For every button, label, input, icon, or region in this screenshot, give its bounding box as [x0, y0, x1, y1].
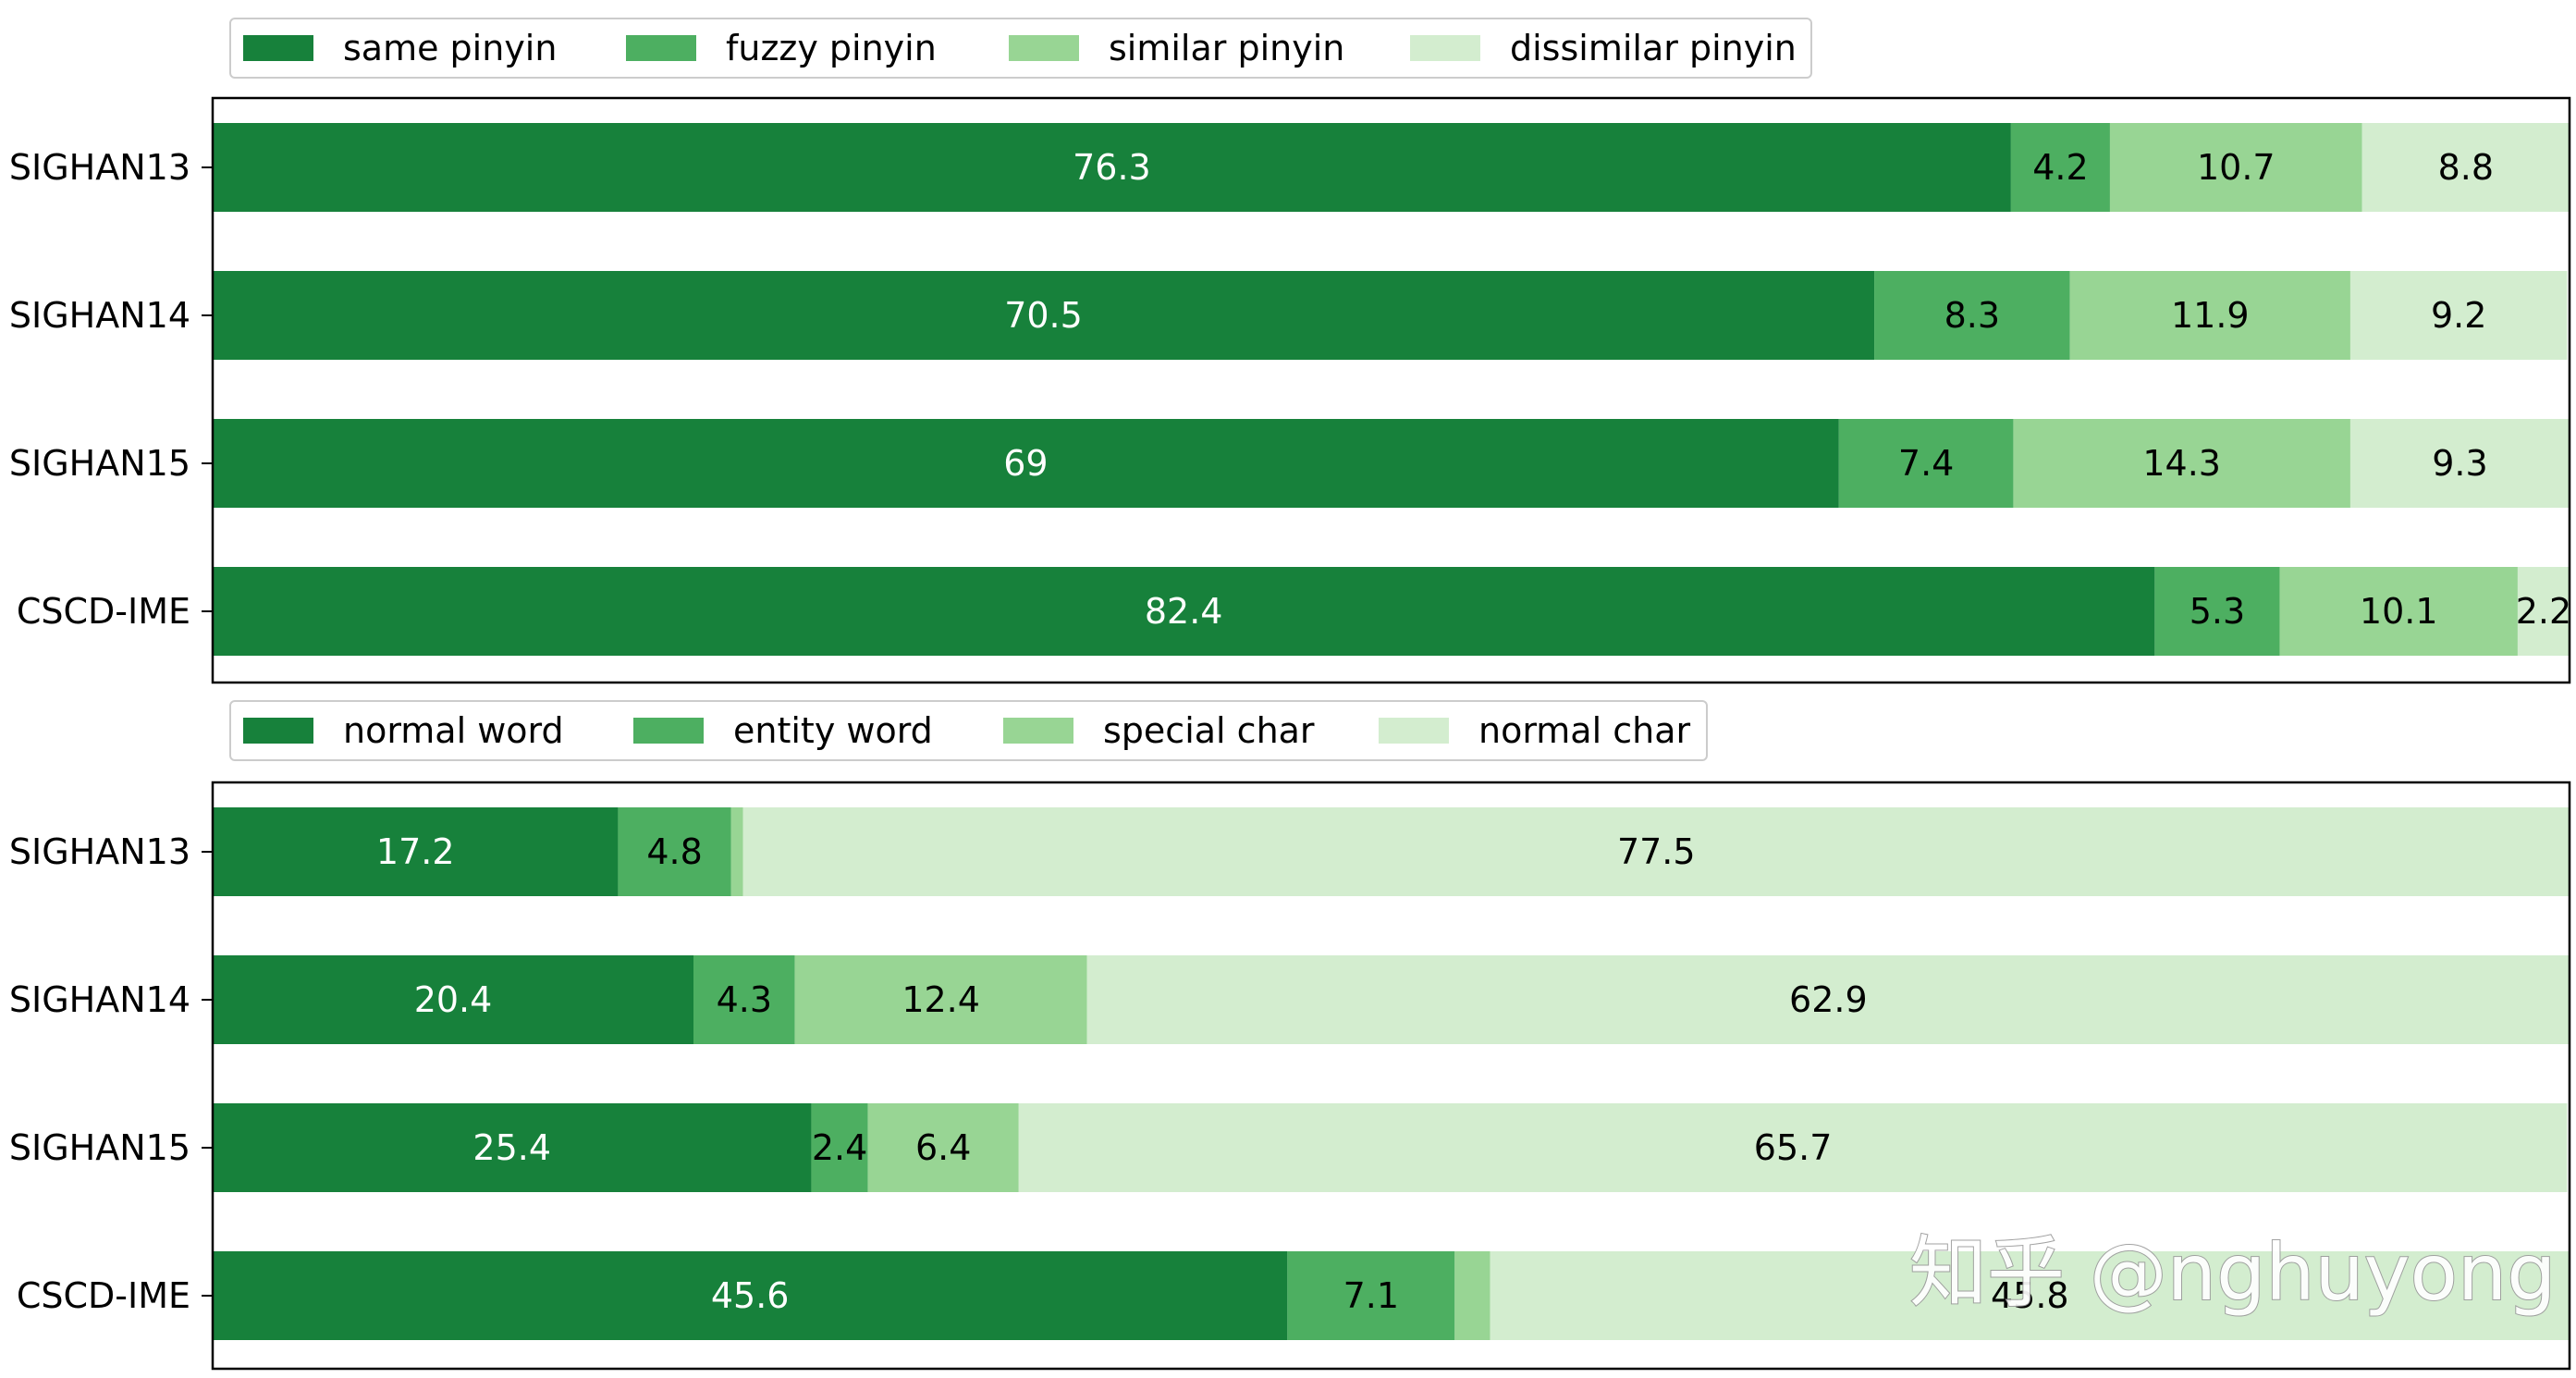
y-tick-label-sighan15: SIGHAN15 — [9, 1127, 190, 1168]
legend-label-dissimilar-pinyin: dissimilar pinyin — [1510, 28, 1797, 68]
data-label-sighan14-entity-word: 4.3 — [717, 979, 772, 1020]
panel-word-char-error-types: 17.2 4.8 77.5 20.4 4.3 12.4 62.9 25.4 2.4 6.4 65.7… — [9, 700, 2571, 1371]
bar-sighan15-fuzzy-pinyin — [1838, 419, 2014, 508]
legend-label-fuzzy-pinyin: fuzzy pinyin — [726, 28, 937, 68]
data-label-sighan14-fuzzy-pinyin: 8.3 — [1944, 295, 2000, 336]
data-label-cscd-ime-similar-pinyin: 10.1 — [2360, 591, 2438, 632]
bar-cscd-ime-similar-pinyin — [2279, 567, 2518, 656]
legend-swatch-fuzzy-pinyin — [626, 35, 696, 61]
data-label-sighan13-normal-word: 17.2 — [376, 831, 455, 872]
bar-sighan13-dissimilar-pinyin — [2361, 123, 2570, 212]
data-label-sighan14-normal-word: 20.4 — [414, 979, 493, 1020]
bar-sighan13-similar-pinyin — [2109, 123, 2362, 212]
y-tick-label-cscd-ime: CSCD-IME — [17, 591, 190, 632]
legend: normal word entity word special char normal… — [229, 700, 1708, 761]
bar-sighan13-normal-word — [213, 807, 619, 896]
y-tick-label-sighan13: SIGHAN13 — [9, 831, 190, 872]
bar-cscd-ime-dissimilar-pinyin — [2517, 567, 2570, 656]
bar-sighan15-special-char — [867, 1103, 1019, 1192]
bar-sighan14-normal-word — [213, 955, 693, 1044]
data-label-sighan15-fuzzy-pinyin: 7.4 — [1898, 443, 1954, 484]
data-label-sighan15-entity-word: 2.4 — [812, 1127, 867, 1168]
legend-swatch-normal-char — [1379, 718, 1449, 744]
data-label-sighan13-dissimilar-pinyin: 8.8 — [2438, 147, 2494, 188]
data-label-sighan14-similar-pinyin: 11.9 — [2171, 295, 2250, 336]
legend-swatch-special-char — [1003, 718, 1073, 744]
legend-label-similar-pinyin: similar pinyin — [1109, 28, 1344, 68]
data-label-sighan15-normal-char: 65.7 — [1754, 1127, 1833, 1168]
bar-cscd-ime-normal-word — [213, 1251, 1288, 1340]
y-tick-label-sighan14: SIGHAN14 — [9, 295, 190, 336]
bar-cscd-ime-same-pinyin — [213, 567, 2155, 656]
bar-sighan13-special-char — [730, 807, 743, 896]
bar-sighan13-entity-word — [618, 807, 731, 896]
bar-sighan14-similar-pinyin — [2069, 271, 2350, 360]
bar-sighan13-normal-char — [742, 807, 2570, 896]
y-tick-label-cscd-ime: CSCD-IME — [17, 1275, 190, 1316]
data-label-sighan14-special-char: 12.4 — [902, 979, 980, 1020]
bar-sighan14-normal-char — [1086, 955, 2570, 1044]
legend: same pinyin fuzzy pinyin similar pinyin dis… — [229, 18, 1812, 79]
data-label-sighan14-dissimilar-pinyin: 9.2 — [2431, 295, 2486, 336]
data-label-cscd-ime-normal-char: 45.8 — [1991, 1275, 2069, 1316]
legend-label-special-char: special char — [1103, 710, 1315, 751]
bar-sighan13-fuzzy-pinyin — [2010, 123, 2110, 212]
y-tick-label-sighan13: SIGHAN13 — [9, 147, 190, 188]
data-label-sighan14-normal-char: 62.9 — [1789, 979, 1868, 1020]
bar-sighan14-entity-word — [693, 955, 795, 1044]
bar-cscd-ime-special-char — [1454, 1251, 1490, 1340]
legend-label-normal-char: normal char — [1478, 710, 1690, 751]
data-label-cscd-ime-same-pinyin: 82.4 — [1145, 591, 1223, 632]
legend-swatch-same-pinyin — [243, 35, 313, 61]
bar-sighan15-normal-word — [213, 1103, 812, 1192]
legend-swatch-entity-word — [633, 718, 704, 744]
axes-frame — [211, 781, 2571, 1371]
y-tick-label-sighan14: SIGHAN14 — [9, 979, 190, 1020]
bar-sighan13-same-pinyin — [213, 123, 2011, 212]
axes-frame — [211, 96, 2571, 684]
bar-sighan15-similar-pinyin — [2013, 419, 2350, 508]
data-label-cscd-ime-entity-word: 7.1 — [1343, 1275, 1399, 1316]
legend-swatch-dissimilar-pinyin — [1410, 35, 1480, 61]
bar-sighan15-normal-char — [1018, 1103, 2568, 1192]
data-label-cscd-ime-dissimilar-pinyin: 2.2 — [2516, 591, 2571, 632]
data-label-sighan15-special-char: 6.4 — [915, 1127, 971, 1168]
data-label-cscd-ime-normal-word: 45.6 — [711, 1275, 790, 1316]
data-label-sighan15-dissimilar-pinyin: 9.3 — [2432, 443, 2487, 484]
bar-sighan14-fuzzy-pinyin — [1874, 271, 2070, 360]
bar-sighan14-special-char — [794, 955, 1087, 1044]
bar-cscd-ime-normal-char — [1490, 1251, 2570, 1340]
legend-box — [229, 700, 1708, 761]
legend-swatch-normal-word — [243, 718, 313, 744]
bar-cscd-ime-fuzzy-pinyin — [2154, 567, 2280, 656]
bar-sighan15-same-pinyin — [213, 419, 1839, 508]
bar-sighan14-dissimilar-pinyin — [2349, 271, 2568, 360]
data-label-sighan13-fuzzy-pinyin: 4.2 — [2032, 147, 2088, 188]
legend-swatch-similar-pinyin — [1009, 35, 1079, 61]
bar-sighan15-entity-word — [811, 1103, 868, 1192]
data-label-sighan15-same-pinyin: 69 — [1003, 443, 1048, 484]
legend-label-entity-word: entity word — [733, 710, 933, 751]
data-label-cscd-ime-fuzzy-pinyin: 5.3 — [2190, 591, 2245, 632]
panel-pinyin-error-types: 76.3 4.2 10.7 8.8 70.5 8.3 11.9 9.2 69 7.4 14.3 9.3… — [9, 18, 2571, 684]
legend-label-normal-word: normal word — [343, 710, 564, 751]
bar-sighan14-same-pinyin — [213, 271, 1875, 360]
data-label-sighan15-normal-word: 25.4 — [472, 1127, 551, 1168]
bar-cscd-ime-entity-word — [1287, 1251, 1455, 1340]
data-label-sighan15-similar-pinyin: 14.3 — [2142, 443, 2221, 484]
data-label-sighan13-entity-word: 4.8 — [646, 831, 702, 872]
data-label-sighan13-same-pinyin: 76.3 — [1073, 147, 1151, 188]
data-label-sighan14-same-pinyin: 70.5 — [1004, 295, 1083, 336]
y-tick-label-sighan15: SIGHAN15 — [9, 443, 190, 484]
bar-sighan15-dissimilar-pinyin — [2349, 419, 2570, 508]
legend-label-same-pinyin: same pinyin — [343, 28, 557, 68]
watermark-text: 知乎 @nghuyong — [1909, 1227, 2556, 1318]
data-label-sighan13-normal-char: 77.5 — [1617, 831, 1696, 872]
data-label-sighan13-similar-pinyin: 10.7 — [2197, 147, 2275, 188]
